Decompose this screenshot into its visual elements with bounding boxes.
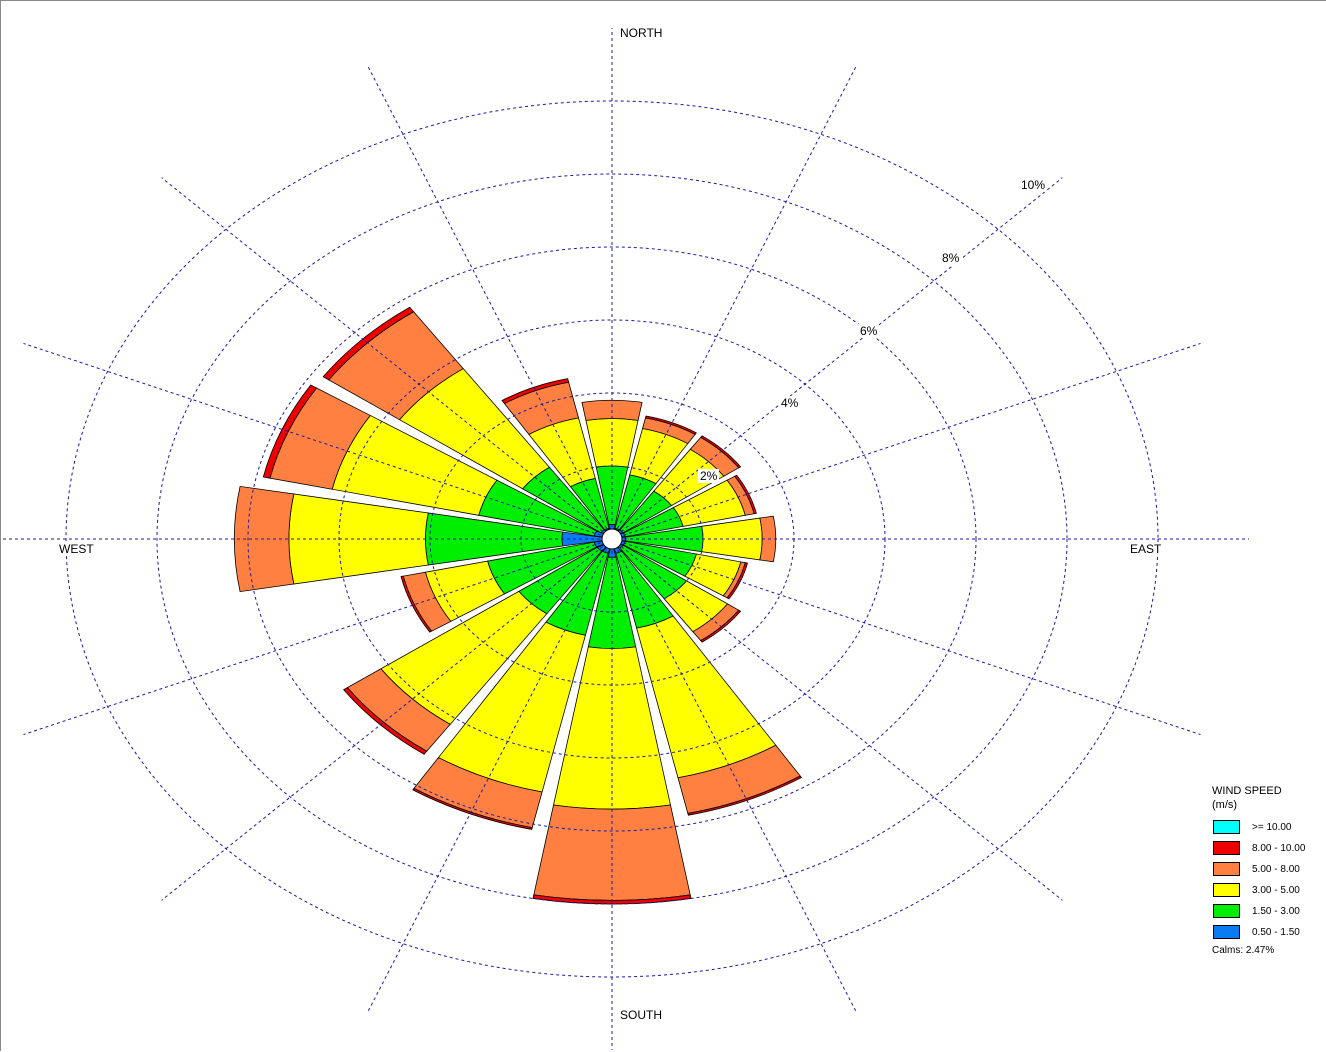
grid-radial-wnw [23, 342, 613, 540]
ring-label-8: 8% [940, 251, 962, 265]
legend-item: 1.50 - 3.00 [1212, 901, 1324, 922]
petal-segment-ssw-s4 [412, 787, 533, 830]
legend-unit: (m/s) [1212, 799, 1238, 811]
grid-radial-se [611, 538, 1063, 901]
ring-label-2: 2% [698, 469, 720, 483]
petal-segment-nw-s4 [322, 306, 415, 381]
petal-segment-e-s3 [759, 515, 777, 563]
grid-radial-nnw [367, 66, 613, 540]
legend-item: 8.00 - 10.00 [1212, 838, 1324, 859]
legend-title: WIND SPEED [1212, 785, 1282, 797]
legend-swatch [1213, 925, 1240, 939]
grid-radial-sw [161, 538, 613, 901]
grid-radial-wsw [23, 538, 613, 736]
grid-radial-nw [161, 177, 613, 540]
calms-label: Calms: 2.47% [1212, 945, 1275, 956]
center-hub [601, 528, 623, 550]
legend-swatch [1213, 904, 1240, 918]
legend-item-label: 0.50 - 1.50 [1252, 927, 1300, 938]
legend-item-label: 1.50 - 3.00 [1252, 906, 1300, 917]
west-label: WEST [57, 542, 96, 556]
petal-layer [234, 306, 803, 905]
north-label: NORTH [618, 26, 665, 40]
petal-segment-ese-s4 [726, 562, 748, 600]
petal-segment-se-s4 [700, 609, 742, 643]
grid-radial-ssw [367, 538, 613, 1012]
ring-label-4: 4% [779, 396, 801, 410]
petal-segment-ne-s4 [700, 435, 742, 469]
ring-label-6: 6% [858, 324, 880, 338]
legend-item: 3.00 - 5.00 [1212, 880, 1324, 901]
legend-item-label: 5.00 - 8.00 [1252, 864, 1300, 875]
grid-radial-ne [611, 177, 1063, 540]
petal-segment-sse-s4 [687, 775, 803, 816]
petal-segment-w-s3 [234, 485, 295, 593]
legend-item: >= 10.00 [1212, 817, 1324, 838]
petal-segment-nne-s4 [644, 415, 697, 435]
grid-ring-5 [156, 173, 1068, 905]
legend-item: 5.00 - 8.00 [1212, 859, 1324, 880]
calm-circle [601, 528, 623, 550]
legend-swatch [1213, 820, 1240, 834]
ring-label-10: 10% [1019, 178, 1048, 192]
petal-segment-ene-s4 [734, 474, 757, 515]
grid-radial-sse [611, 538, 857, 1012]
legend: WIND SPEED (m/s) >= 10.00 8.00 - 10.00 5… [1212, 784, 1324, 956]
grid-ring-4 [247, 246, 977, 832]
petal-segment-nnw-s4 [501, 378, 570, 405]
legend-item-label: >= 10.00 [1252, 822, 1292, 833]
grid-radial-ese [611, 538, 1201, 736]
legend-swatch [1213, 862, 1240, 876]
petal-segment-wnw-s4 [262, 384, 318, 479]
grid-layer [1, 28, 1249, 1050]
east-label: EAST [1128, 542, 1164, 556]
legend-swatch [1213, 883, 1240, 897]
legend-item: 0.50 - 1.50 [1212, 922, 1324, 943]
south-label: SOUTH [618, 1008, 664, 1022]
legend-swatch [1213, 841, 1240, 855]
legend-item-label: 3.00 - 5.00 [1252, 885, 1300, 896]
petal-segment-sw-s4 [343, 687, 428, 755]
petal-segment-wsw-s4 [400, 575, 433, 633]
grid-radial-ene [611, 342, 1201, 540]
legend-item-label: 8.00 - 10.00 [1252, 843, 1306, 854]
grid-radial-nne [611, 66, 857, 540]
